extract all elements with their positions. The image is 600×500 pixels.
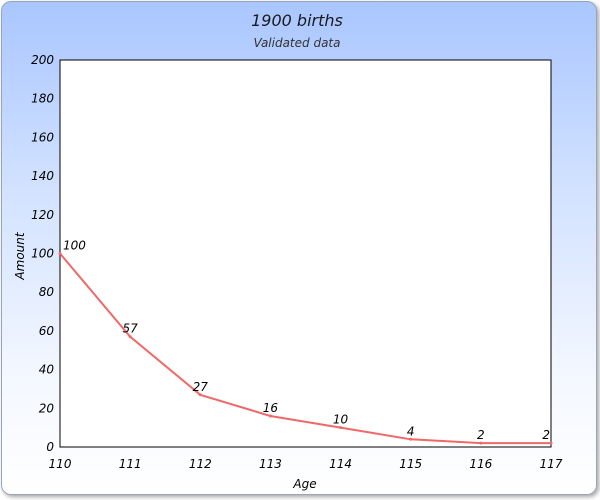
x-tick-label: 114 — [329, 457, 352, 471]
y-tick-label: 200 — [31, 53, 54, 67]
x-tick-label: 111 — [119, 457, 142, 471]
y-tick-label: 160 — [31, 130, 54, 144]
y-tick-label: 20 — [39, 401, 55, 415]
x-axis-ticks: 110 111 112 113 114 115 116 117 — [49, 457, 563, 471]
data-label: 27 — [193, 380, 209, 394]
plot-area — [59, 59, 552, 448]
data-point — [268, 414, 272, 418]
series-layer — [58, 252, 553, 445]
x-tick-label: 117 — [540, 457, 563, 471]
data-label: 16 — [263, 401, 279, 415]
data-point — [339, 426, 343, 430]
x-tick-label: 113 — [259, 457, 282, 471]
y-axis-label: Amount — [13, 231, 27, 280]
y-tick-label: 0 — [46, 440, 54, 454]
data-point — [409, 437, 413, 441]
data-point — [128, 335, 132, 339]
y-tick-label: 180 — [31, 92, 54, 106]
y-tick-label: 60 — [39, 324, 55, 338]
x-axis-label: Age — [292, 477, 316, 491]
data-point — [58, 252, 62, 255]
data-labels: 100 57 27 16 10 4 2 2 — [63, 239, 550, 443]
data-label: 100 — [63, 239, 86, 253]
chart-title: 1900 births — [251, 11, 343, 30]
y-axis-ticks: 0 20 40 60 80 100 120 140 160 180 200 — [31, 53, 54, 454]
chart-subtitle: Validated data — [254, 36, 341, 50]
data-label: 2 — [542, 428, 550, 442]
data-label: 4 — [407, 424, 415, 438]
data-point — [198, 393, 202, 397]
y-tick-label: 100 — [31, 247, 54, 261]
x-tick-label: 112 — [189, 457, 212, 471]
x-tick-label: 116 — [469, 457, 492, 471]
data-point — [549, 441, 553, 445]
y-tick-label: 40 — [39, 363, 55, 377]
y-tick-label: 120 — [31, 208, 54, 222]
y-tick-label: 140 — [31, 169, 54, 183]
series-line — [59, 252, 551, 445]
x-tick-label: 110 — [49, 457, 72, 471]
data-point — [479, 441, 483, 445]
data-label: 10 — [333, 413, 349, 427]
y-tick-label: 80 — [39, 285, 55, 299]
x-tick-label: 115 — [399, 457, 422, 471]
data-label: 57 — [123, 322, 139, 336]
line-chart: 1900 births Validated data 0204060801001… — [13, 11, 563, 491]
data-label: 2 — [477, 428, 485, 442]
